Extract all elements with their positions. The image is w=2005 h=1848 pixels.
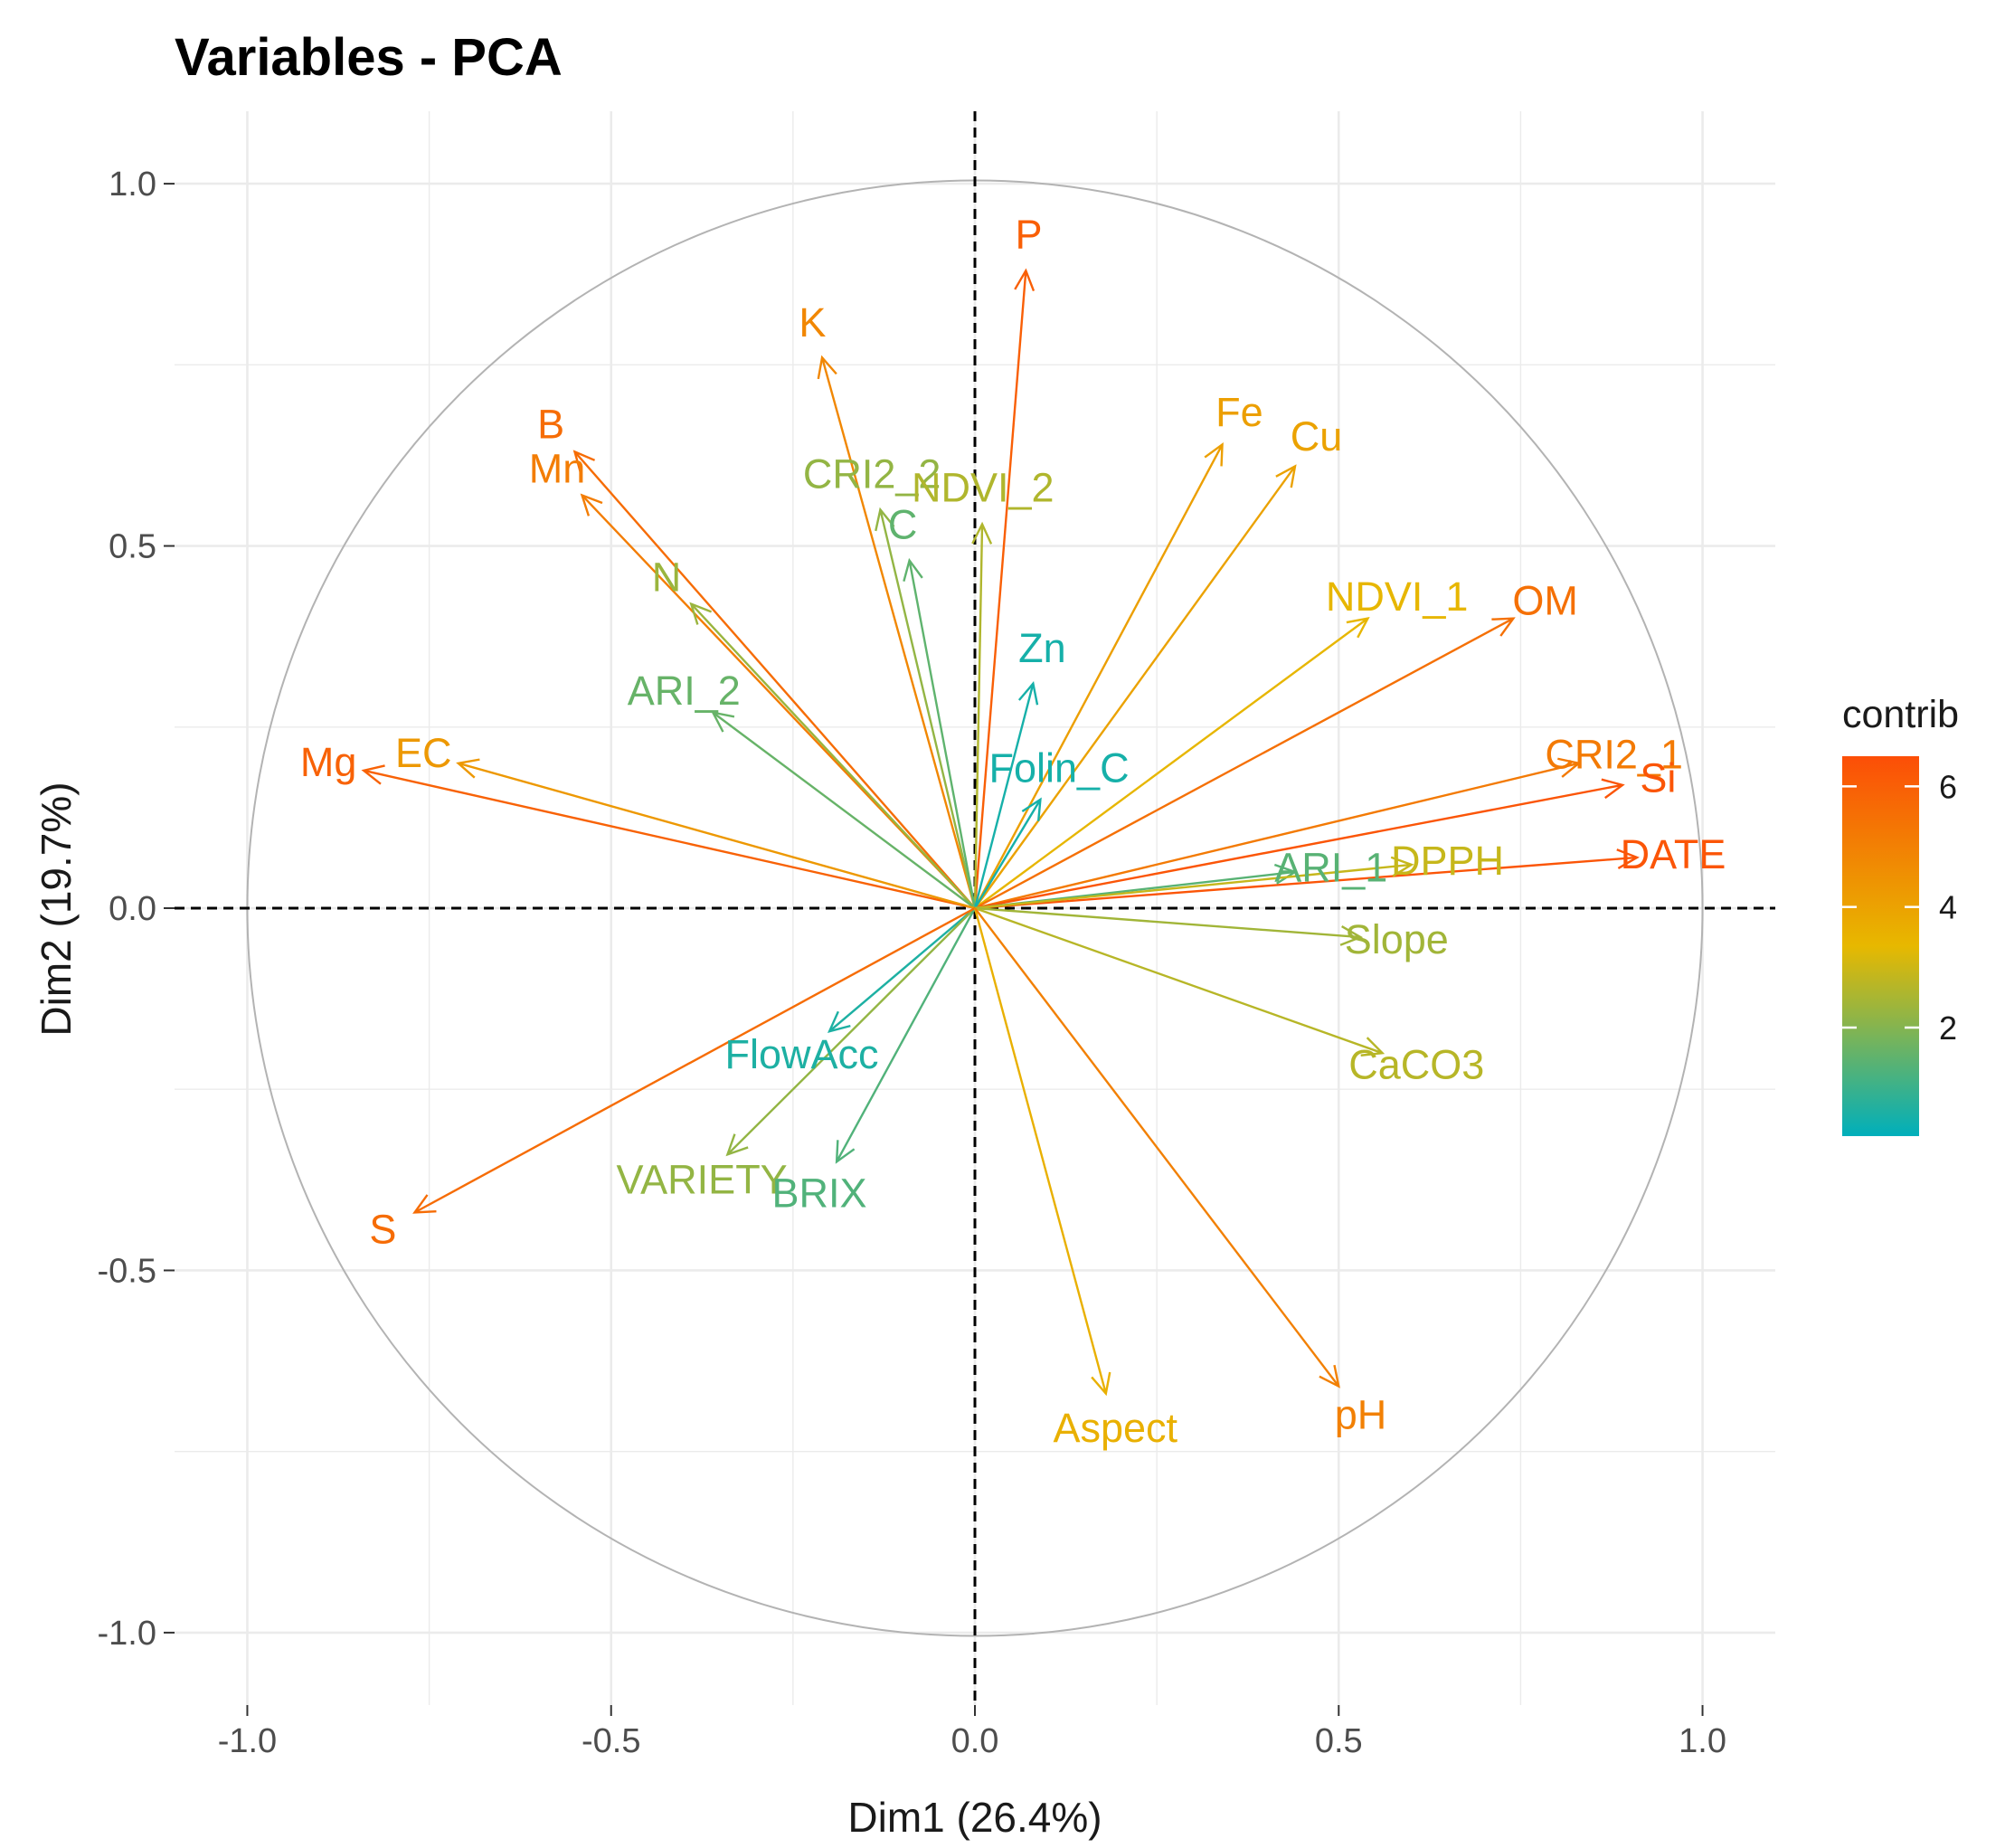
y-tick-label: -1.0 xyxy=(98,1615,156,1653)
arrow-b xyxy=(572,450,976,909)
x-tick-label: 1.0 xyxy=(1679,1722,1726,1760)
label-si: Si xyxy=(1640,754,1676,801)
label-cri2-1: CRI2_1 xyxy=(1545,731,1683,777)
label-mn: Mn xyxy=(529,446,586,492)
x-tick-label: 0.5 xyxy=(1315,1722,1363,1760)
y-axis-title: Dim2 (19.7%) xyxy=(33,782,80,1036)
arrow-slope xyxy=(974,906,1364,946)
label-slope: Slope xyxy=(1345,916,1449,962)
arrow-ndvi-1 xyxy=(974,616,1370,909)
arrow-brix xyxy=(835,907,977,1164)
label-cu: Cu xyxy=(1291,413,1343,460)
label-folin-c: Folin_C xyxy=(989,745,1130,791)
arrow-om xyxy=(974,617,1516,910)
chart-title: Variables - PCA xyxy=(175,28,563,87)
label-c: C xyxy=(888,501,918,547)
x-tick-label: 0.0 xyxy=(951,1722,999,1760)
legend: contrib 2 4 6 xyxy=(1842,693,1959,1136)
y-tick-label: 0.5 xyxy=(109,528,156,566)
arrow-ec xyxy=(456,758,976,910)
label-k: K xyxy=(799,299,826,346)
arrow-zn xyxy=(973,681,1039,909)
arrow-fe xyxy=(973,441,1224,909)
label-date: DATE xyxy=(1621,831,1726,877)
legend-title: contrib xyxy=(1842,693,1959,736)
arrow-p xyxy=(973,268,1036,909)
arrow-ph xyxy=(974,907,1340,1388)
arrow-ari-2 xyxy=(711,711,976,909)
y-tick-label: 1.0 xyxy=(109,166,156,204)
label-dpph: DPPH xyxy=(1391,838,1504,884)
label-variety: VARIETY xyxy=(616,1157,787,1203)
arrow-dpph xyxy=(974,856,1414,910)
label-ph: pH xyxy=(1335,1391,1387,1437)
label-ndvi-2: NDVI_2 xyxy=(912,465,1055,511)
arrow-s xyxy=(412,906,976,1214)
arrow-folin-c xyxy=(973,797,1042,909)
arrow-aspect xyxy=(973,907,1111,1397)
y-tick-label: 0.0 xyxy=(109,890,156,928)
arrow-k xyxy=(817,355,977,909)
x-tick-label: -0.5 xyxy=(582,1722,640,1760)
label-brix: BRIX xyxy=(771,1170,866,1216)
label-ndvi-1: NDVI_1 xyxy=(1326,573,1469,620)
label-b: B xyxy=(537,401,564,447)
legend-color-bar xyxy=(1842,756,1919,1136)
label-cri2-2: CRI2_2 xyxy=(803,451,941,498)
legend-tick-label: 6 xyxy=(1939,768,1957,805)
label-caco3: CaCO3 xyxy=(1348,1042,1484,1088)
y-tick-label: -0.5 xyxy=(98,1252,156,1290)
arrow-flowacc xyxy=(827,907,976,1033)
variable-arrows xyxy=(361,268,1640,1397)
arrow-caco3 xyxy=(974,906,1386,1057)
label-fe: Fe xyxy=(1215,389,1263,435)
arrow-cri2-2 xyxy=(875,507,977,909)
legend-tick-label: 2 xyxy=(1939,1009,1957,1047)
legend-tick-label: 4 xyxy=(1939,889,1957,926)
label-n: N xyxy=(652,554,682,600)
label-flowacc: FlowAcc xyxy=(725,1031,879,1077)
label-aspect: Aspect xyxy=(1053,1405,1177,1451)
label-s: S xyxy=(369,1206,396,1252)
arrow-ndvi-2 xyxy=(971,521,993,909)
label-mg: Mg xyxy=(300,739,357,785)
x-axis-title: Dim1 (26.4%) xyxy=(847,1794,1102,1841)
arrow-variety xyxy=(725,907,976,1157)
label-zn: Zn xyxy=(1018,625,1066,671)
label-ec: EC xyxy=(395,730,452,776)
arrow-mg xyxy=(361,764,976,910)
label-ari-2: ARI_2 xyxy=(628,668,741,714)
arrow-cri2-1 xyxy=(974,757,1582,910)
arrow-c xyxy=(903,557,977,909)
label-om: OM xyxy=(1512,578,1578,624)
label-ari-1: ARI_1 xyxy=(1274,844,1387,890)
arrow-si xyxy=(974,778,1625,910)
arrow-cu xyxy=(974,464,1297,909)
x-tick-label: -1.0 xyxy=(218,1722,277,1760)
axes: -1.0 -0.5 0.0 0.5 1.0 1.0 0.5 0.0 -0.5 -1.0 xyxy=(98,166,1726,1760)
label-p: P xyxy=(1015,211,1042,257)
arrow-date xyxy=(974,848,1640,910)
arrow-n xyxy=(689,602,976,909)
